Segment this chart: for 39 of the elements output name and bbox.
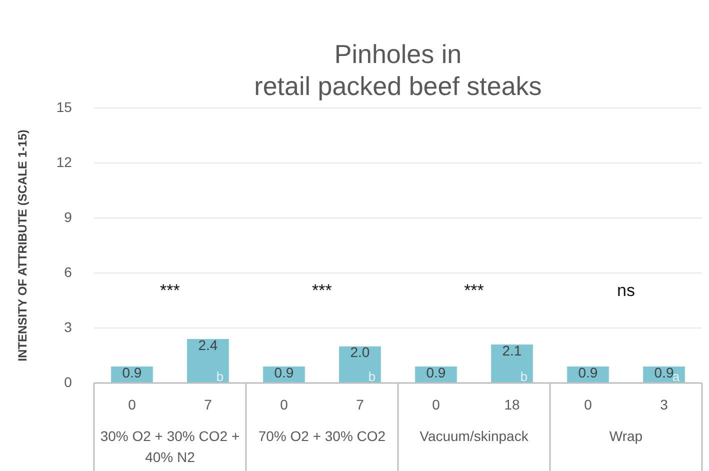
annotation: a xyxy=(672,369,680,384)
text: 70% O2 + 30% CO2 xyxy=(258,428,386,444)
y-tick-label: 12 xyxy=(56,154,72,170)
data-label: 2.4 xyxy=(198,336,218,353)
annotation: b xyxy=(368,369,376,384)
text: 30% O2 + 30% CO2 + 40% N2 xyxy=(100,428,240,465)
bar xyxy=(187,339,229,382)
x-tick-label: 18 xyxy=(504,396,520,412)
x-tick-label: 7 xyxy=(204,396,212,412)
data-label: 0.9 xyxy=(654,364,674,380)
text: Vacuum/skinpack xyxy=(420,428,530,444)
data-label: 0.9 xyxy=(578,364,598,380)
bar xyxy=(491,344,533,382)
data-label: 0.9 xyxy=(122,364,142,380)
data-label: 0.9 xyxy=(274,364,294,380)
annotation: *** xyxy=(464,281,484,300)
y-tick-label: 0 xyxy=(64,374,72,390)
annotation: b xyxy=(216,369,224,384)
y-tick-label: 6 xyxy=(64,264,72,280)
x-tick-label: 0 xyxy=(128,396,136,412)
text: Wrap xyxy=(609,428,643,444)
data-label: 2.1 xyxy=(502,342,522,358)
x-tick-label: 7 xyxy=(356,396,364,412)
annotation: ns xyxy=(617,281,635,300)
y-axis-title: INTENSITY OF ATTRIBUTE (SCALE 1-15) xyxy=(16,130,30,362)
y-tick-label: 15 xyxy=(56,98,72,115)
x-tick-label: 3 xyxy=(660,396,668,412)
y-tick-label: 3 xyxy=(64,318,72,335)
x-tick-label: 0 xyxy=(280,396,288,412)
y-tick-label: 9 xyxy=(64,208,72,225)
chart-title: Pinholes in retail packed beef steaks xyxy=(254,39,542,102)
bar xyxy=(339,346,381,382)
data-label: 0.9 xyxy=(426,364,446,380)
data-label: 2.0 xyxy=(350,344,370,360)
x-tick-label: 0 xyxy=(432,396,440,412)
annotation: b xyxy=(520,369,528,384)
annotation: *** xyxy=(312,281,332,300)
x-tick-label: 0 xyxy=(584,396,592,412)
annotation: *** xyxy=(160,281,180,300)
